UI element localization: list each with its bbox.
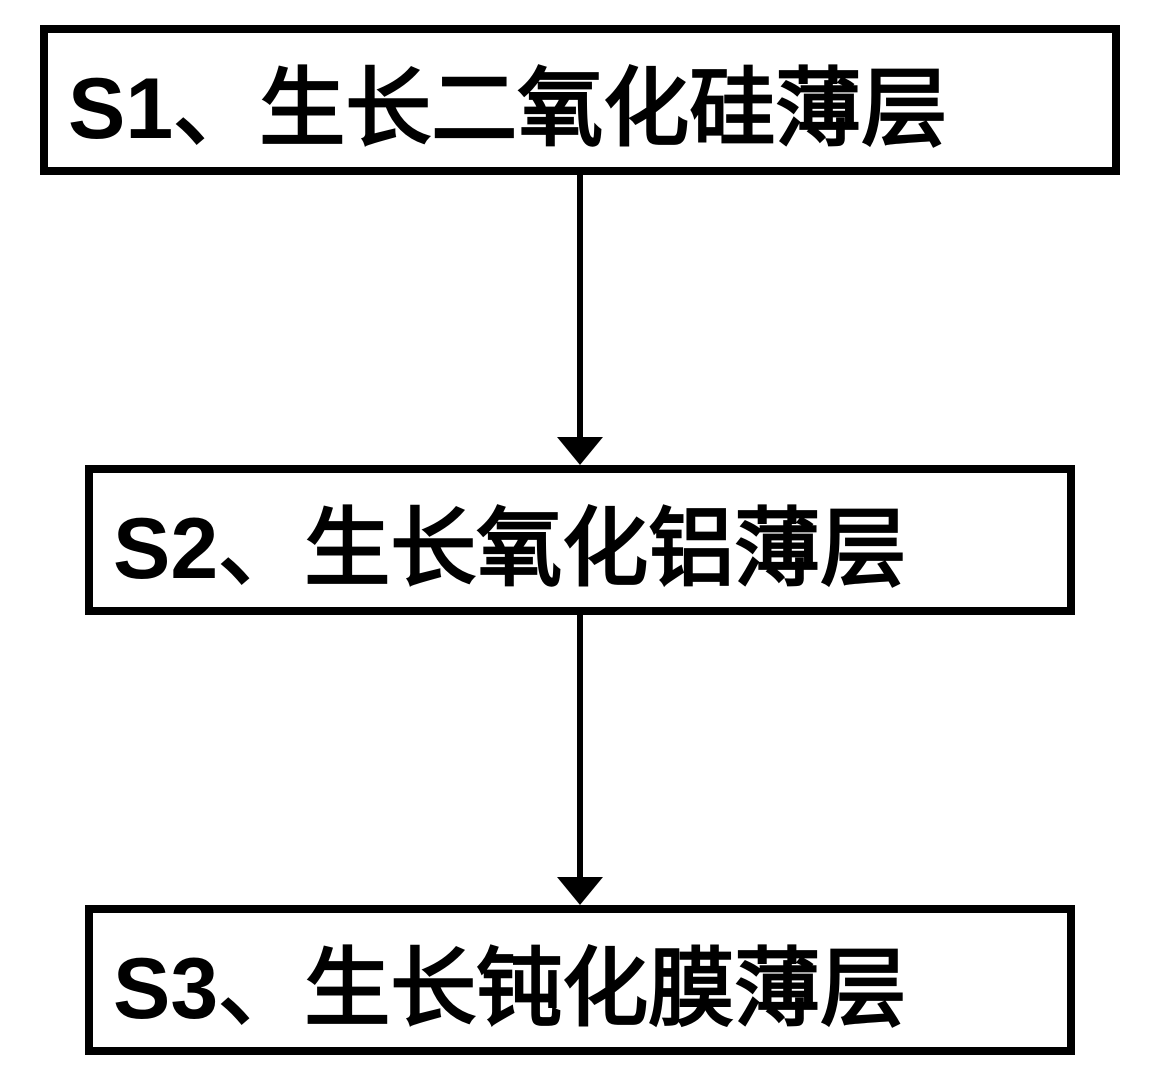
flow-arrow-2 xyxy=(555,615,605,905)
flow-arrow-2-wrap xyxy=(40,615,1120,905)
flow-step-s2: S2、生长氧化铝薄层 xyxy=(85,465,1075,615)
flow-step-s3: S3、生长钝化膜薄层 xyxy=(85,905,1075,1055)
flow-step-s1-label: S1、生长二氧化硅薄层 xyxy=(68,38,947,163)
flow-step-s3-label: S3、生长钝化膜薄层 xyxy=(113,918,906,1043)
flow-arrow-1-wrap xyxy=(40,175,1120,465)
flowchart-container: S1、生长二氧化硅薄层 S2、生长氧化铝薄层 S3、生长钝化膜薄层 xyxy=(40,25,1120,1055)
flow-arrow-1 xyxy=(555,175,605,465)
flow-step-s1: S1、生长二氧化硅薄层 xyxy=(40,25,1120,175)
flow-step-s2-label: S2、生长氧化铝薄层 xyxy=(113,478,906,603)
